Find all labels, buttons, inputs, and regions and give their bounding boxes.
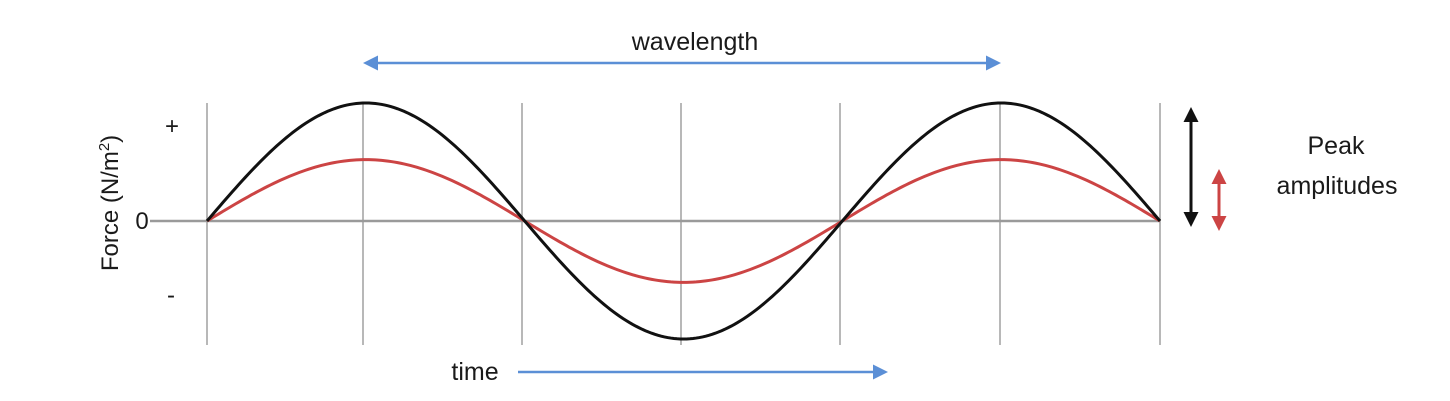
y-axis-label-main: Force (N/m — [97, 151, 124, 271]
peak-label-line1: Peak — [1308, 132, 1365, 160]
small-amplitude-wave — [206, 158, 1161, 284]
large-amplitude-wave — [205, 101, 1162, 341]
y-axis-label-superscript: 2 — [96, 143, 113, 151]
tick-plus: + — [165, 113, 179, 140]
grid-lines — [206, 103, 1161, 345]
wavelength-label: wavelength — [631, 28, 758, 56]
peak-label-line2: amplitudes — [1277, 172, 1398, 200]
tick-zero: 0 — [135, 208, 148, 235]
time-label: time — [451, 358, 498, 386]
tick-minus: - — [167, 282, 175, 309]
y-axis-label: Force (N/m2) — [96, 135, 124, 271]
y-axis-label-close: ) — [97, 135, 124, 143]
